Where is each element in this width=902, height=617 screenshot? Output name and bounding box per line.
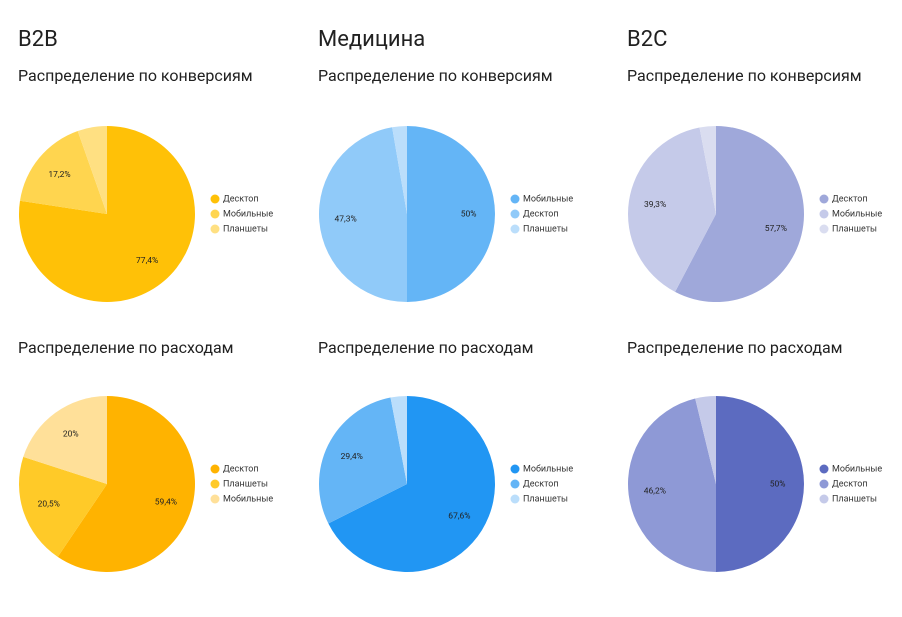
legend-swatch (510, 494, 520, 504)
legend-swatch (210, 209, 220, 219)
value-label: 47,3% (335, 214, 357, 224)
pie-slice (392, 126, 407, 214)
pie-slice (18, 456, 108, 557)
legend-label: Десктоп (523, 479, 559, 489)
legend-label: Планшеты (523, 224, 568, 234)
pie-slice (77, 126, 107, 214)
legend-label: Десктоп (832, 194, 868, 204)
pie-slice (628, 127, 716, 292)
legend-label: Мобильные (832, 209, 882, 219)
pie-slice (23, 396, 107, 484)
legend-swatch (510, 209, 520, 219)
value-label: 46,2% (644, 487, 666, 497)
pie-slice (57, 396, 195, 572)
pie-slice (628, 398, 716, 572)
legend-label: Мобильные (223, 494, 273, 504)
legend-swatch (510, 479, 520, 489)
legend-swatch (510, 194, 520, 204)
value-label: 77,4% (136, 256, 158, 266)
legend-label: Мобильные (523, 464, 573, 474)
chart-title: Распределение по расходам (318, 338, 534, 357)
pie-slice (328, 396, 496, 572)
value-label: 57,7% (765, 224, 787, 234)
legend-swatch (819, 224, 829, 234)
legend-label: Десктоп (223, 464, 259, 474)
legend-swatch (210, 464, 220, 474)
legend-swatch (819, 464, 829, 474)
pie-slice (695, 396, 716, 484)
value-label: 39,3% (644, 200, 666, 210)
pie-slice (407, 126, 495, 302)
column-heading: Медицина (318, 27, 425, 52)
pie-slice (675, 126, 804, 302)
legend-swatch (819, 209, 829, 219)
chart-title: Распределение по конверсиям (18, 66, 253, 85)
chart-title: Распределение по расходам (18, 338, 234, 357)
value-label: 50% (461, 209, 477, 219)
pie-slice (390, 396, 407, 484)
legend-label: Планшеты (223, 479, 268, 489)
value-label: 20% (63, 429, 79, 439)
legend-label: Десктоп (832, 479, 868, 489)
legend-swatch (819, 479, 829, 489)
column-heading: B2C (627, 27, 667, 52)
value-label: 50% (770, 479, 786, 489)
legend-swatch (819, 494, 829, 504)
legend-label: Планшеты (832, 224, 877, 234)
chart-title: Распределение по расходам (627, 338, 843, 357)
pie-slice (19, 131, 108, 214)
pie-slice (716, 396, 804, 572)
legend-label: Десктоп (523, 209, 559, 219)
value-label: 59,4% (155, 497, 177, 507)
value-label: 20,5% (38, 499, 60, 509)
legend-swatch (210, 494, 220, 504)
legend-label: Планшеты (523, 494, 568, 504)
value-label: 67,6% (448, 512, 470, 522)
legend-swatch (510, 464, 520, 474)
legend-swatch (210, 224, 220, 234)
legend-label: Мобильные (523, 194, 573, 204)
value-label: 17,2% (48, 170, 70, 180)
legend-label: Планшеты (223, 224, 268, 234)
legend-label: Мобильные (832, 464, 882, 474)
column-heading: B2B (18, 27, 58, 52)
chart-title: Распределение по конверсиям (627, 66, 862, 85)
legend-label: Мобильные (223, 209, 273, 219)
pie-slice (319, 127, 407, 302)
legend-label: Планшеты (832, 494, 877, 504)
legend-swatch (819, 194, 829, 204)
legend-swatch (210, 194, 220, 204)
value-label: 29,4% (341, 452, 363, 462)
pie-slice (319, 397, 407, 524)
chart-title: Распределение по конверсиям (318, 66, 553, 85)
legend-swatch (210, 479, 220, 489)
legend-swatch (510, 224, 520, 234)
pie-slice (699, 126, 716, 214)
pie-slice (19, 126, 195, 302)
legend-label: Десктоп (223, 194, 259, 204)
